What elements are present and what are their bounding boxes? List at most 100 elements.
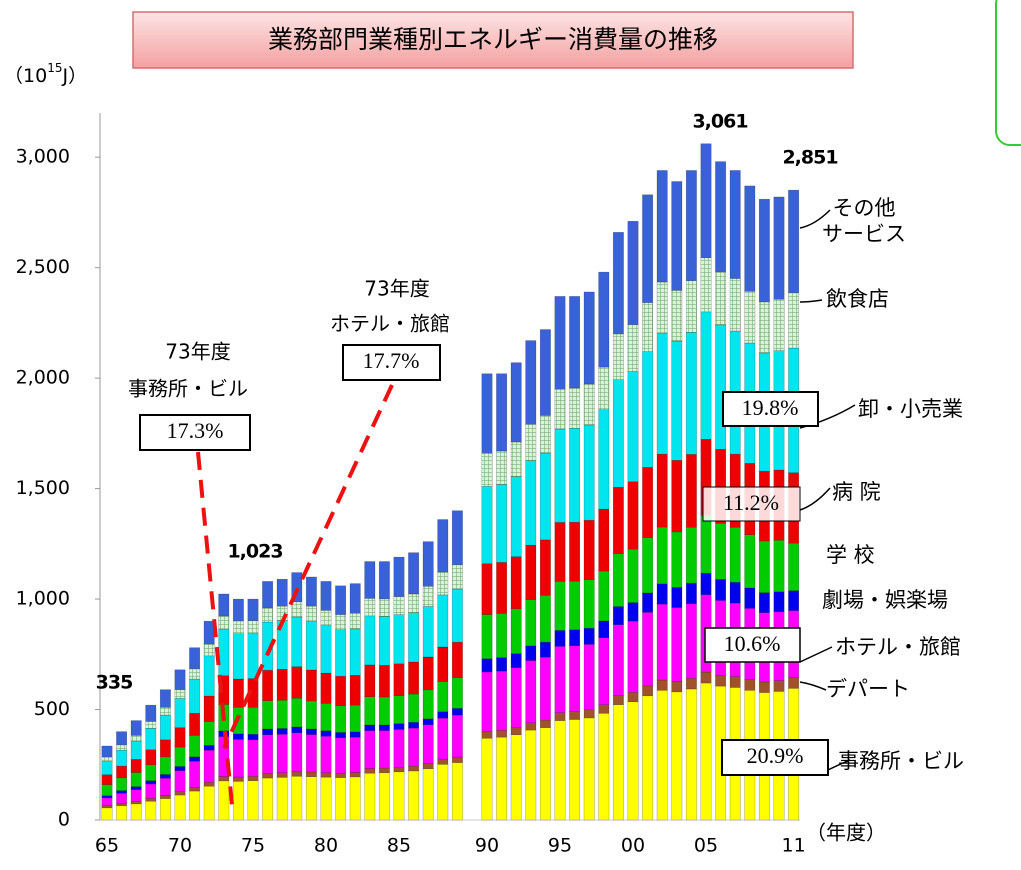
bar-segment xyxy=(510,556,522,610)
bar-segment xyxy=(393,723,405,730)
bar-segment xyxy=(349,628,361,676)
bar-segment xyxy=(349,583,361,614)
bar-segment xyxy=(159,739,171,758)
bar-segment xyxy=(656,281,668,334)
callout-year: 73年度 xyxy=(364,277,429,301)
bar-segment xyxy=(291,732,303,772)
bar-segment xyxy=(247,739,259,777)
bar-segment xyxy=(145,780,157,785)
bar-segment xyxy=(276,772,288,778)
bar-segment xyxy=(130,786,142,790)
bar-segment xyxy=(788,677,800,689)
bar-segment xyxy=(554,630,566,647)
bar-segment xyxy=(539,539,551,596)
bar-segment xyxy=(408,693,420,723)
total-label: 3,061 xyxy=(692,111,747,133)
bar-segment xyxy=(320,736,332,773)
bar-segment xyxy=(393,614,405,665)
bar-segment xyxy=(335,614,347,631)
bar-segment xyxy=(612,624,624,696)
series-label: その他 サービス xyxy=(822,196,906,246)
bar-segment xyxy=(700,515,712,574)
bar-segment xyxy=(525,424,537,462)
bar-segment xyxy=(145,764,157,781)
bar-segment xyxy=(276,700,288,729)
bar-segment xyxy=(539,641,551,658)
total-label: 1,023 xyxy=(227,541,282,563)
y-unit-a: （10 xyxy=(4,65,47,87)
bar-segment xyxy=(130,789,142,802)
bar-segment xyxy=(276,578,288,607)
bar-segment xyxy=(496,484,508,563)
bar-segment xyxy=(101,774,113,785)
bar-segment xyxy=(481,373,493,454)
bar-segment xyxy=(773,591,785,612)
x-tick-label: 95 xyxy=(548,835,572,857)
bar-segment xyxy=(642,351,654,468)
bar-segment xyxy=(451,677,463,709)
bar-segment xyxy=(408,765,420,772)
bar-segment xyxy=(729,278,741,332)
bar-segment xyxy=(729,676,741,688)
y-unit: （1015J） xyxy=(4,61,87,87)
bar-segment xyxy=(101,797,113,806)
bar-segment xyxy=(773,196,785,300)
bar-segment xyxy=(159,714,171,741)
y-tick-label: 1,000 xyxy=(16,588,70,610)
bar-segment xyxy=(218,780,230,821)
bar-segment xyxy=(539,415,551,454)
bar-segment xyxy=(422,689,434,720)
bar-segment xyxy=(364,772,376,821)
bar-segment xyxy=(247,598,259,621)
bar-segment xyxy=(451,708,463,716)
bar-segment xyxy=(218,593,230,617)
bar-segment xyxy=(378,767,390,773)
share-box xyxy=(704,627,801,663)
bar-segment xyxy=(583,627,595,645)
series-label: 学 校 xyxy=(826,543,875,567)
bar-segment xyxy=(481,614,493,659)
bar-segment xyxy=(159,774,171,779)
bar-segment xyxy=(656,583,668,605)
bar-segment xyxy=(349,772,361,778)
bar-segment xyxy=(671,607,683,682)
bar-segment xyxy=(276,777,288,821)
bar-segment xyxy=(715,324,727,450)
bar-segment xyxy=(642,592,654,613)
bar-segment xyxy=(305,734,317,773)
callout-label: 事務所・ビル xyxy=(128,377,248,401)
bar-segment xyxy=(583,383,595,426)
bar-segment xyxy=(203,643,215,657)
bar-segment xyxy=(437,758,449,765)
y-unit-b: J） xyxy=(61,65,87,87)
bar-segment xyxy=(612,487,624,554)
bar-segment xyxy=(598,366,610,410)
bar-segment xyxy=(481,486,493,564)
bar-segment xyxy=(437,681,449,712)
bar-segment xyxy=(378,696,390,726)
bar-segment xyxy=(510,476,522,557)
bar-segment xyxy=(685,688,697,821)
bar-segment xyxy=(408,593,420,614)
bar-segment xyxy=(510,734,522,821)
bar-segment xyxy=(671,531,683,588)
bar-segment xyxy=(671,587,683,608)
bar-segment xyxy=(408,552,420,595)
series-label: 事務所・ビル xyxy=(838,749,964,773)
bar-segment xyxy=(262,728,274,735)
bar-segment xyxy=(408,612,420,663)
bar-segment xyxy=(685,280,697,333)
bar-segment xyxy=(437,764,449,821)
callout-box xyxy=(342,344,441,381)
bar-segment xyxy=(642,695,654,821)
bar-segment xyxy=(101,761,113,775)
bar-segment xyxy=(364,615,376,666)
bar-segment xyxy=(437,717,449,760)
bar-segment xyxy=(305,576,317,607)
bar-segment xyxy=(656,333,668,455)
bar-segment xyxy=(116,793,128,804)
bar-segment xyxy=(203,655,215,697)
bar-segment xyxy=(569,428,581,523)
bar-segment xyxy=(773,540,785,593)
